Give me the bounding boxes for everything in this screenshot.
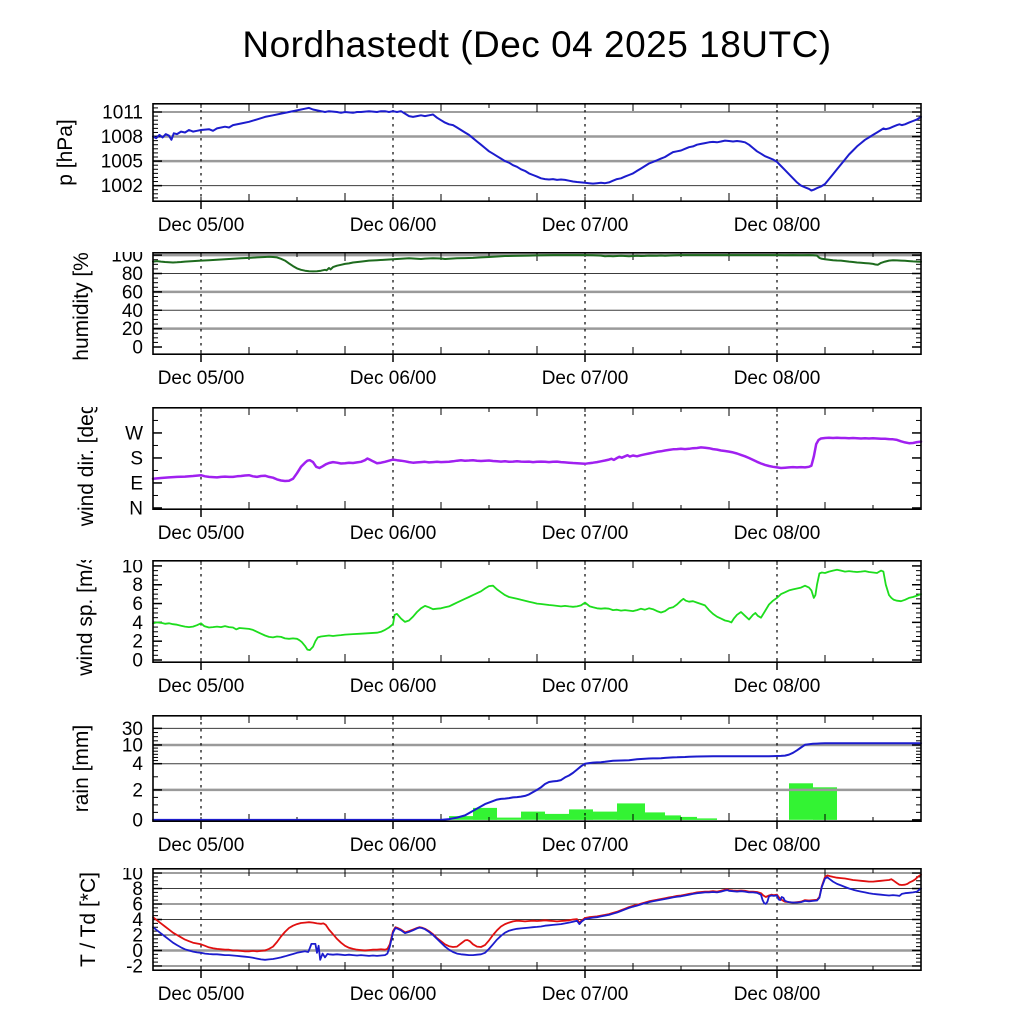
- svg-text:1008: 1008: [101, 127, 143, 148]
- svg-text:wind dir. [deg.]: wind dir. [deg.]: [75, 407, 98, 527]
- panel-rain: Dec 05/00 Dec 06/00 Dec 07/00 Dec 08/00 0 2 4 1…: [0, 715, 1024, 869]
- svg-text:0: 0: [132, 650, 143, 671]
- svg-text:N: N: [129, 498, 143, 519]
- svg-text:1002: 1002: [101, 176, 143, 197]
- svg-text:Dec 06/00: Dec 06/00: [350, 835, 437, 856]
- svg-text:Dec 07/00: Dec 07/00: [542, 676, 629, 697]
- panel-humidity: Dec 05/00 Dec 06/00 Dec 07/00 Dec 08/00 0 20 4…: [0, 246, 1024, 402]
- svg-text:100: 100: [111, 252, 143, 267]
- temperature-chart: Dec 05/00 Dec 06/00 Dec 07/00 Dec 08/00 -202…: [77, 864, 922, 1005]
- svg-text:Dec 07/00: Dec 07/00: [542, 984, 629, 1005]
- panel-wind-direction: Dec 05/00 Dec 06/00 Dec 07/00 Dec 08/00 N E S W…: [0, 391, 1024, 557]
- svg-text:80: 80: [122, 264, 143, 285]
- svg-text:4: 4: [132, 613, 143, 634]
- svg-text:10: 10: [122, 560, 143, 577]
- svg-text:Dec 05/00: Dec 05/00: [158, 835, 245, 856]
- svg-text:Dec 08/00: Dec 08/00: [734, 676, 821, 697]
- svg-text:40: 40: [122, 301, 143, 322]
- rain-chart: Dec 05/00 Dec 06/00 Dec 07/00 Dec 08/00 0 2 41…: [70, 715, 922, 856]
- wind-direction-chart: Dec 05/00 Dec 06/00 Dec 07/00 Dec 08/00 NESW…: [75, 391, 923, 544]
- svg-text:p [hPa]: p [hPa]: [54, 119, 77, 186]
- svg-text:humidity [%]: humidity [%]: [70, 252, 93, 361]
- svg-text:2: 2: [132, 925, 143, 946]
- svg-text:wind sp. [m/s]: wind sp. [m/s]: [74, 560, 97, 677]
- svg-text:6: 6: [132, 895, 143, 916]
- svg-text:Dec 07/00: Dec 07/00: [542, 368, 629, 389]
- svg-text:0: 0: [132, 338, 143, 359]
- svg-text:Dec 08/00: Dec 08/00: [734, 523, 821, 544]
- svg-text:2: 2: [132, 632, 143, 653]
- svg-text:T / Td [*C]: T / Td [*C]: [77, 872, 100, 967]
- chart-title: Nordhastedt (Dec 04 2025 18UTC): [242, 24, 832, 65]
- svg-text:Dec 06/00: Dec 06/00: [350, 368, 437, 389]
- svg-text:Dec 07/00: Dec 07/00: [542, 523, 629, 544]
- svg-text:Dec 07/00: Dec 07/00: [542, 835, 629, 856]
- svg-text:Dec 06/00: Dec 06/00: [350, 523, 437, 544]
- svg-text:Dec 05/00: Dec 05/00: [158, 368, 245, 389]
- humidity-chart: Dec 05/00 Dec 06/00 Dec 07/00 Dec 08/00 0204…: [70, 246, 922, 389]
- svg-text:8: 8: [132, 879, 143, 900]
- svg-text:S: S: [130, 448, 143, 469]
- svg-text:E: E: [130, 473, 143, 494]
- svg-text:Dec 05/00: Dec 05/00: [158, 215, 245, 236]
- svg-text:Dec 06/00: Dec 06/00: [350, 676, 437, 697]
- panel-wind-speed: Dec 05/00 Dec 06/00 Dec 07/00 Dec 08/00 0 2 4 6…: [0, 547, 1024, 710]
- svg-text:30: 30: [122, 719, 143, 740]
- svg-text:8: 8: [132, 575, 143, 596]
- svg-text:Dec 05/00: Dec 05/00: [158, 523, 245, 544]
- svg-text:W: W: [125, 423, 143, 444]
- svg-text:Dec 06/00: Dec 06/00: [350, 215, 437, 236]
- svg-text:2: 2: [132, 780, 143, 801]
- svg-text:4: 4: [132, 754, 143, 775]
- svg-text:Dec 06/00: Dec 06/00: [350, 984, 437, 1005]
- svg-text:Dec 05/00: Dec 05/00: [158, 984, 245, 1005]
- panel-pressure: Dec 05/00 Dec 06/00 Dec 07/00 Dec 08/00 1002…: [0, 103, 1024, 249]
- svg-text:Dec 08/00: Dec 08/00: [734, 368, 821, 389]
- svg-text:60: 60: [122, 282, 143, 303]
- svg-text:20: 20: [122, 319, 143, 340]
- pressure-chart: Dec 05/00 Dec 06/00 Dec 07/00 Dec 08/00 1002…: [54, 103, 922, 236]
- svg-text:1005: 1005: [101, 152, 143, 173]
- panel-temperature: Dec 05/00 Dec 06/00 Dec 07/00 Dec 08/00 -2 0 2…: [0, 864, 1024, 1018]
- svg-text:4: 4: [132, 910, 143, 931]
- svg-text:Dec 08/00: Dec 08/00: [734, 835, 821, 856]
- svg-text:Dec 08/00: Dec 08/00: [734, 215, 821, 236]
- svg-text:10: 10: [122, 735, 143, 756]
- svg-text:Dec 05/00: Dec 05/00: [158, 676, 245, 697]
- svg-text:10: 10: [122, 868, 143, 885]
- wind-speed-chart: Dec 05/00 Dec 06/00 Dec 07/00 Dec 08/00 0246…: [74, 547, 922, 697]
- svg-text:-2: -2: [126, 956, 143, 977]
- svg-text:0: 0: [132, 941, 143, 962]
- svg-text:Dec 08/00: Dec 08/00: [734, 984, 821, 1005]
- svg-text:6: 6: [132, 594, 143, 615]
- svg-text:1011: 1011: [102, 103, 143, 124]
- svg-text:0: 0: [132, 810, 143, 831]
- svg-text:Dec 07/00: Dec 07/00: [542, 215, 629, 236]
- svg-text:rain [mm]: rain [mm]: [70, 725, 93, 813]
